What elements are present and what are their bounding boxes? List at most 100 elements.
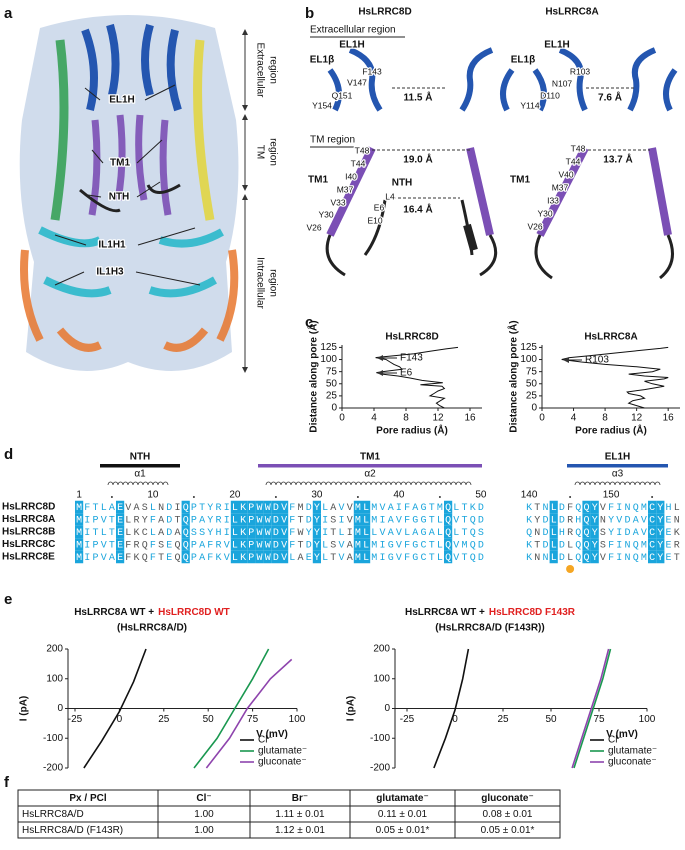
residue: Q: [183, 553, 189, 564]
residue: A: [633, 528, 639, 539]
y-tick-label: 50: [526, 378, 538, 389]
residue: V: [338, 540, 344, 551]
residue: I: [224, 515, 230, 526]
residue: A: [297, 553, 303, 564]
x-tick-label: 100: [639, 714, 656, 725]
conserved-cell: [255, 550, 264, 564]
residue: N: [624, 540, 630, 551]
residue: K: [526, 503, 532, 514]
residue: Q: [633, 553, 639, 564]
residue: E: [117, 540, 123, 551]
residue: Y: [314, 540, 320, 551]
x-axis-label: Pore radius (Å): [575, 424, 647, 437]
iv-curve: [193, 648, 270, 769]
y-tick-label: 0: [331, 403, 337, 414]
conserved-cell: [648, 513, 657, 526]
residue: C: [649, 528, 655, 539]
residue: Q: [174, 540, 180, 551]
conserved-cell: [353, 513, 362, 526]
y-tick-label: 200: [46, 644, 63, 655]
residue: Q: [575, 553, 581, 564]
y-axis-label: I (pA): [346, 696, 357, 722]
table-cell: HsLRRC8A/D (F143R): [22, 825, 123, 836]
residue: M: [355, 503, 361, 514]
x-tick-label: 0: [339, 413, 345, 424]
table-header: Cl⁻: [196, 793, 211, 804]
conserved-cell: [582, 500, 591, 514]
ruler-dot: [651, 496, 654, 498]
residue: R: [567, 515, 573, 526]
residue: Y: [207, 503, 213, 514]
chart-title: HsLRRC8A WT + HsLRRC8D F143R: [405, 607, 576, 618]
domain-bar: [100, 464, 180, 468]
region-title: Extracellular region: [310, 25, 396, 36]
residue: P: [191, 553, 197, 564]
conserved-cell: [590, 525, 599, 539]
x-axis-label: V (mV): [606, 729, 638, 740]
residue: D: [478, 515, 484, 526]
residue: Q: [583, 540, 589, 551]
residue: M: [76, 553, 82, 564]
y-tick-label: 0: [384, 703, 390, 714]
residue: Q: [470, 515, 476, 526]
residue: T: [199, 503, 205, 514]
residue: L: [551, 515, 557, 526]
ruler-dot: [110, 496, 113, 498]
residue-label: I33: [547, 195, 559, 205]
residue: P: [191, 540, 197, 551]
position-number: 30: [311, 490, 323, 501]
residue: R: [215, 515, 221, 526]
residue: P: [248, 503, 254, 514]
residue: F: [289, 515, 295, 526]
residue: I: [616, 503, 622, 514]
conserved-cell: [247, 525, 256, 539]
residue: M: [461, 540, 467, 551]
domain-bar: [567, 464, 668, 468]
residue: T: [461, 515, 467, 526]
residue-label: R103: [570, 66, 591, 76]
x-tick-label: 75: [593, 714, 605, 725]
residue: W: [265, 540, 271, 551]
residue: I: [379, 540, 385, 551]
residue: Y: [657, 528, 663, 539]
structure-label: IL1H1: [98, 240, 126, 251]
y-tick-label: 75: [326, 366, 338, 377]
residue: V: [281, 553, 287, 564]
residue: C: [420, 553, 426, 564]
residue: A: [199, 553, 205, 564]
conserved-cell: [181, 513, 190, 526]
ruler-dot: [438, 496, 441, 498]
x-tick-label: 50: [545, 714, 557, 725]
conserved-cell: [656, 538, 665, 551]
residue: D: [624, 515, 630, 526]
residue: F: [289, 528, 295, 539]
conserved-cell: [75, 550, 84, 564]
residue: V: [453, 515, 459, 526]
residue: V: [281, 528, 287, 539]
y-tick-label: 50: [326, 378, 338, 389]
residue: Q: [142, 540, 148, 551]
residue: D: [306, 503, 312, 514]
residue: D: [273, 503, 279, 514]
conserved-cell: [263, 525, 272, 539]
table-cell: 1.00: [194, 809, 214, 820]
residue: G: [420, 515, 426, 526]
helix-coil: [574, 481, 661, 486]
residue: A: [109, 503, 115, 514]
residue: E: [665, 540, 671, 551]
helix: [536, 146, 672, 237]
domain-bar: [258, 464, 482, 468]
residue: N: [158, 503, 164, 514]
table-header: gluconate⁻: [481, 793, 534, 804]
structure-label: TM1: [110, 158, 130, 169]
residue: Y: [306, 528, 312, 539]
residue: V: [224, 553, 230, 564]
conserved-cell: [362, 513, 371, 526]
conserved-cell: [312, 550, 321, 564]
residue: W: [265, 553, 271, 564]
leader-line: [54, 271, 85, 286]
residue: T: [109, 528, 115, 539]
